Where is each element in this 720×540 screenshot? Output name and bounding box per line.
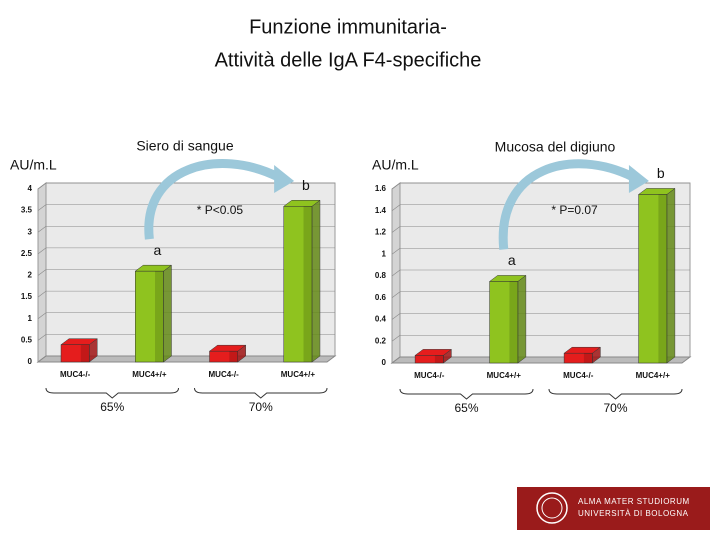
x-tick-label: MUC4+/+ [281, 370, 316, 379]
bar-shade [80, 344, 90, 362]
significance-label: a [153, 242, 161, 258]
y-tick-label: 0.5 [21, 335, 33, 344]
grid-line [391, 182, 401, 190]
y-tick-label: 1 [382, 249, 387, 258]
bar [283, 206, 313, 363]
logo-seal [536, 492, 568, 524]
logo-text: UNIVERSITÀ DI BOLOGNA [578, 509, 689, 518]
grid-line [37, 355, 47, 363]
arrow-head [628, 165, 649, 193]
grid-line [37, 312, 47, 319]
y-tick-label: 0.8 [375, 271, 387, 280]
bar [414, 355, 444, 364]
slide-title: Funzione immunitaria- [249, 16, 447, 38]
y-tick-label: 2 [28, 271, 33, 280]
y-tick-label: 1.5 [21, 292, 33, 301]
group-label: 70% [249, 400, 273, 414]
grid-line [391, 356, 401, 364]
bar [135, 270, 164, 363]
chart-title: Mucosa del digiuno [495, 139, 616, 155]
y-tick-label: 0.2 [375, 336, 387, 345]
x-tick-label: MUC4-/- [209, 370, 240, 379]
bar-shade [303, 206, 312, 362]
group-brace [399, 388, 534, 400]
arrow-head [274, 165, 295, 193]
bar-shade [434, 355, 444, 363]
grid-line [37, 290, 47, 298]
grid-line [391, 226, 401, 233]
x-tick-label: MUC4+/+ [636, 371, 671, 380]
group-brace [45, 387, 179, 399]
y-tick-label: 0.4 [375, 315, 387, 324]
y-tick-label: 1.4 [375, 206, 387, 215]
y-tick-label: 1.6 [375, 184, 387, 193]
bar-shade [583, 353, 593, 363]
significance-label: b [302, 177, 310, 193]
group-label: 70% [603, 401, 627, 415]
y-tick-label: 0.6 [375, 293, 387, 302]
arrow [144, 159, 281, 240]
grid-line [37, 247, 47, 255]
bar-shade [155, 271, 164, 362]
grid-line [391, 248, 401, 255]
y-axis-label: AU/m.L [10, 157, 57, 173]
bar-side [517, 274, 527, 364]
bar-shade [509, 281, 518, 363]
bar-shade [658, 194, 667, 363]
x-tick-label: MUC4-/- [60, 370, 91, 379]
grid-line [391, 313, 401, 320]
bar-shade [229, 351, 238, 362]
grid-line [391, 335, 401, 342]
y-tick-label: 1.2 [375, 228, 387, 237]
x-tick-label: MUC4-/- [563, 371, 594, 380]
logo-seal [541, 497, 563, 519]
group-brace [548, 388, 683, 400]
group-brace [194, 387, 328, 399]
bar [563, 352, 593, 364]
bar-side [666, 187, 676, 364]
y-tick-label: 3.5 [21, 206, 33, 215]
grid-line [37, 226, 47, 233]
bar [638, 194, 668, 364]
grid-line [391, 291, 401, 298]
grid-line [391, 204, 401, 211]
y-tick-label: 0 [28, 357, 33, 366]
annotation: * P=0.07 [551, 203, 598, 217]
slide-title: Attività delle IgA F4-specifiche [215, 49, 482, 71]
bar-side [311, 199, 321, 363]
grid-line [37, 269, 47, 276]
bar [60, 344, 90, 363]
y-tick-label: 2.5 [21, 249, 33, 258]
x-tick-label: MUC4-/- [414, 371, 445, 380]
annotation: * P<0.05 [197, 203, 244, 217]
significance-label: a [508, 252, 516, 268]
y-axis-label: AU/m.L [372, 157, 419, 173]
bar [489, 281, 519, 364]
grid-line [37, 204, 47, 211]
logo-text: ALMA MATER STUDIORUM [578, 497, 690, 506]
x-tick-label: MUC4+/+ [487, 371, 522, 380]
bar [209, 350, 238, 363]
y-tick-label: 1 [28, 314, 33, 323]
chart-title: Siero di sangue [136, 138, 234, 154]
grid-line [37, 334, 47, 341]
grid-line [391, 269, 401, 277]
y-tick-label: 3 [28, 227, 33, 236]
significance-label: b [657, 165, 665, 181]
y-tick-label: 4 [28, 184, 33, 193]
group-label: 65% [100, 400, 124, 414]
grid-line [37, 182, 47, 190]
bar-side [163, 264, 172, 363]
y-tick-label: 0 [382, 358, 387, 367]
x-tick-label: MUC4+/+ [132, 370, 167, 379]
group-label: 65% [454, 401, 478, 415]
arrow [498, 159, 635, 250]
